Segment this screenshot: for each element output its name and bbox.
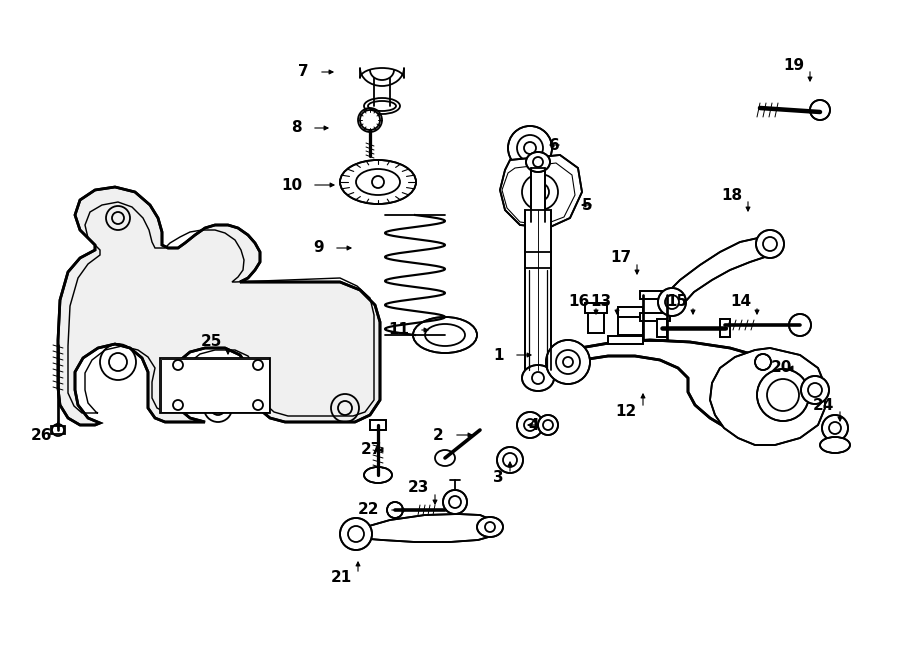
Text: 15: 15 [666,295,687,309]
Bar [640,313,670,321]
Bar [588,311,604,333]
Bar [585,303,607,313]
Bar [370,420,386,430]
Polygon shape [58,187,380,425]
Bar [720,319,730,337]
Ellipse shape [522,365,554,391]
Text: 23: 23 [408,481,429,496]
Text: 1: 1 [493,348,504,362]
Polygon shape [500,155,582,228]
Ellipse shape [340,160,416,204]
Polygon shape [560,340,820,438]
Polygon shape [710,348,825,445]
Bar [608,336,643,344]
Text: 10: 10 [281,178,302,192]
Bar [525,210,551,370]
Text: 6: 6 [549,137,560,153]
Bar [640,313,670,321]
Text: 9: 9 [313,241,324,256]
Text: 7: 7 [299,65,309,79]
Circle shape [822,415,848,441]
Bar [657,319,667,337]
Ellipse shape [435,450,455,466]
Polygon shape [668,238,774,310]
Bar [585,303,607,313]
Bar [617,307,643,317]
Ellipse shape [477,517,503,537]
Circle shape [789,314,811,336]
Ellipse shape [526,152,550,172]
Text: 4: 4 [528,418,539,432]
Circle shape [497,447,523,473]
Polygon shape [350,514,495,542]
Text: 14: 14 [730,295,751,309]
Text: 24: 24 [813,397,834,412]
Text: 5: 5 [581,198,592,212]
Circle shape [517,412,543,438]
Circle shape [360,110,380,130]
Text: 11: 11 [388,323,409,338]
Text: 12: 12 [616,405,637,420]
Text: 21: 21 [331,570,352,586]
Text: 22: 22 [357,502,379,518]
Circle shape [508,126,552,170]
Bar [720,319,730,337]
Text: 17: 17 [610,251,631,266]
Bar [617,315,643,335]
Text: 27: 27 [361,442,382,457]
Bar [370,420,386,430]
Text: 3: 3 [493,471,504,485]
Circle shape [340,518,372,550]
Bar [51,426,65,434]
Bar [161,358,269,412]
Text: 20: 20 [770,360,792,375]
Ellipse shape [820,437,850,453]
Circle shape [387,502,403,518]
Ellipse shape [364,98,400,114]
Circle shape [546,340,590,384]
Circle shape [801,376,829,404]
Circle shape [756,230,784,258]
Bar [617,315,643,335]
Text: 8: 8 [292,120,302,136]
Text: 19: 19 [783,58,804,73]
Bar [608,336,643,344]
Bar [617,307,643,317]
Bar [640,291,670,299]
Bar [531,167,545,223]
Circle shape [658,288,686,316]
Ellipse shape [413,317,477,353]
Bar [588,311,604,333]
Text: 18: 18 [721,188,742,202]
Text: 2: 2 [433,428,444,442]
Text: 16: 16 [569,295,590,309]
Text: 13: 13 [590,295,611,309]
Bar [160,358,270,412]
Ellipse shape [364,467,392,483]
Circle shape [443,490,467,514]
Bar [640,291,670,299]
Text: 26: 26 [31,428,52,442]
Bar [657,319,667,337]
Circle shape [538,415,558,435]
Circle shape [810,100,830,120]
Text: 25: 25 [201,334,222,350]
Circle shape [755,354,771,370]
Circle shape [757,369,809,421]
